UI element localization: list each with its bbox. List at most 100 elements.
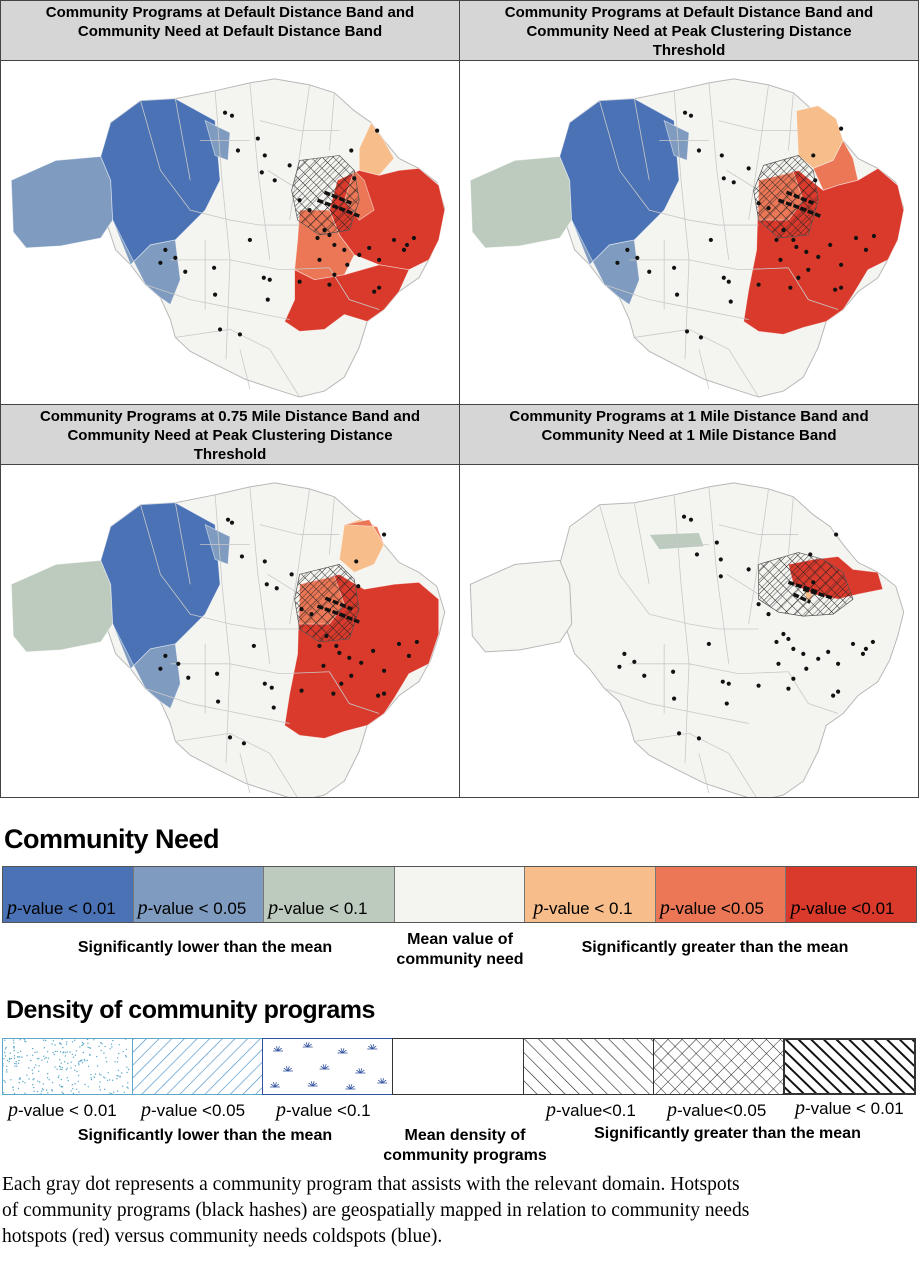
stipple-dot — [67, 1062, 69, 1065]
stipple-dot — [114, 1061, 116, 1063]
burst-stroke — [356, 1069, 361, 1074]
stipple-dot — [13, 1092, 16, 1094]
community-program-dot — [813, 178, 818, 183]
stipple-dot — [13, 1047, 15, 1049]
community-program-dot — [778, 257, 783, 262]
burst-stroke — [273, 1082, 276, 1088]
community-program-dot — [836, 689, 841, 694]
stipple-dot — [52, 1040, 55, 1042]
stipple-dot — [8, 1057, 11, 1059]
stipple-dot — [52, 1052, 54, 1054]
tract-line — [604, 284, 650, 300]
community-program-dot — [265, 297, 270, 302]
stipple-dot — [3, 1079, 5, 1082]
stipple-dot — [72, 1041, 74, 1043]
tract-line — [249, 82, 271, 260]
stipple-dot — [33, 1067, 36, 1069]
density-pvalue-label: p-value<0.05 — [667, 1099, 767, 1121]
panel-title-line: Community Need at 1 Mile Distance Band — [541, 427, 837, 444]
density-swatch-cold-05 — [132, 1038, 264, 1095]
community-program-dot — [863, 646, 869, 651]
community-program-dot — [694, 552, 700, 557]
stipple-dot — [105, 1057, 107, 1059]
community-program-dot — [718, 574, 723, 579]
stipple-dot — [24, 1082, 26, 1084]
stipple-dot — [84, 1083, 86, 1086]
stipple-dot — [78, 1060, 80, 1063]
stipple-dot — [46, 1061, 49, 1063]
tract-line — [599, 100, 690, 221]
stipple-dot — [46, 1073, 49, 1075]
community-program-dot — [696, 148, 702, 153]
burst-stroke — [350, 1084, 353, 1090]
density-swatch-cold-1 — [262, 1038, 394, 1095]
need-pvalue-label: p-value <0.05 — [659, 897, 764, 919]
stipple-dot — [78, 1091, 80, 1093]
map-area — [1, 61, 459, 404]
map-panel-1mile-1mile: Community Programs at 1 Mile Distance Ba… — [459, 404, 919, 798]
stipple-dot — [15, 1061, 17, 1063]
community-program-dot — [617, 664, 622, 669]
tract-line — [175, 732, 298, 797]
stipple-dot — [42, 1089, 44, 1091]
stipple-dot — [65, 1043, 68, 1045]
stipple-dot — [6, 1071, 8, 1073]
community-program-dot — [315, 235, 320, 241]
stipple-dot — [36, 1058, 39, 1060]
stipple-dot — [104, 1077, 106, 1079]
stipple-dot — [61, 1091, 63, 1093]
stipple-dot — [60, 1085, 62, 1088]
community-program-dot — [163, 653, 168, 658]
community-program-dot — [214, 671, 220, 676]
density-swatch-hot-1 — [522, 1038, 654, 1095]
stipple-dot — [109, 1092, 111, 1094]
community-program-dot — [217, 327, 223, 332]
tract-line — [174, 502, 191, 585]
community-program-dot — [826, 649, 831, 654]
community-program-dot — [671, 669, 676, 674]
community-program-dot — [262, 559, 267, 564]
stipple-dot — [77, 1080, 79, 1083]
stipple-dot — [84, 1060, 86, 1062]
stipple-dot — [32, 1072, 34, 1075]
community-program-dot — [347, 655, 352, 660]
community-program-dot — [642, 673, 647, 678]
density-swatch-hot-01 — [782, 1038, 916, 1095]
stipple-dot — [19, 1056, 21, 1058]
community-program-dot — [354, 559, 359, 564]
community-program-dot — [833, 287, 838, 292]
program-hotspot-heavy — [323, 190, 352, 205]
stipple-dot — [36, 1051, 38, 1053]
stipple-dot — [82, 1043, 84, 1046]
tract-line — [175, 329, 300, 398]
burst-stroke — [307, 1042, 310, 1048]
density-legend-title: Density of community programs — [6, 996, 375, 1024]
map-panel-075-peak: Community Programs at 0.75 Mile Distance… — [0, 404, 460, 798]
stipple-dot — [16, 1056, 19, 1058]
community-program-dot — [376, 693, 381, 698]
stipple-dot — [126, 1086, 128, 1088]
community-program-dot — [863, 247, 869, 252]
tract-line — [788, 267, 839, 310]
density-pvalue-label: p-value < 0.01 — [795, 1097, 904, 1119]
density-low-label: Significantly lower than the mean — [77, 1127, 333, 1144]
stipple-dot — [23, 1039, 26, 1040]
density-pvalue-label: p-value<0.1 — [546, 1099, 636, 1121]
community-program-dot — [377, 257, 382, 262]
community-program-dot — [781, 227, 786, 233]
community-program-dot — [271, 705, 276, 710]
community-program-dot — [811, 153, 816, 158]
density-mean-line: Mean density of — [404, 1127, 526, 1144]
caption-line: hotspots (red) versus community needs co… — [2, 1226, 443, 1247]
community-program-dot — [714, 540, 719, 545]
community-program-dot — [342, 247, 347, 252]
community-program-dot — [622, 651, 627, 656]
community-program-dot — [297, 279, 302, 284]
burst-stroke — [372, 1044, 375, 1050]
stipple-dot — [70, 1090, 72, 1092]
stipple-dot — [9, 1052, 12, 1054]
panel-title-line: Threshold — [652, 42, 726, 59]
tract-line — [633, 502, 650, 585]
stipple-dot — [107, 1072, 109, 1074]
stipple-dot — [13, 1055, 16, 1057]
